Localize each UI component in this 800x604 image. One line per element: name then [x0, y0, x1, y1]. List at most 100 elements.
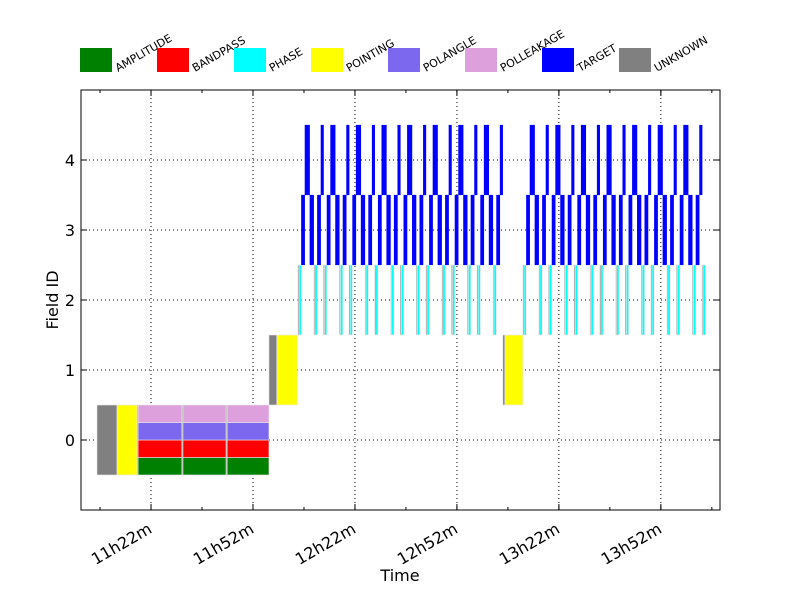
y-axis-label: Field ID — [43, 270, 62, 329]
scan-bar-pointing — [504, 334, 524, 406]
scan-bar-polangle — [226, 422, 270, 441]
scan-bar-target — [679, 194, 684, 266]
scan-bar-target — [662, 194, 667, 266]
scan-bar-target — [330, 124, 336, 196]
scan-bar-pointing — [276, 334, 298, 406]
scan-bar-phase — [539, 264, 543, 336]
scan-bar-target — [352, 194, 357, 266]
scan-bar-target — [488, 194, 494, 266]
scan-bar-phase — [600, 264, 604, 336]
scan-bar-target — [593, 194, 598, 266]
x-tick-label: 12h52m — [394, 519, 461, 569]
scan-bar-target — [432, 124, 438, 196]
scan-bar-target — [377, 194, 382, 266]
scan-bar-phase — [452, 264, 456, 336]
scan-bar-phase — [375, 264, 379, 336]
scan-bar-target — [551, 194, 556, 266]
scan-bar-target — [480, 194, 485, 266]
scan-bar-unknown — [268, 334, 278, 406]
scan-bar-target — [622, 124, 626, 196]
x-tick-label: 11h22m — [88, 519, 155, 569]
scan-bar-phase — [549, 264, 553, 336]
legend-label-unknown: UNKNOWN — [652, 34, 710, 75]
scan-bar-target — [403, 194, 408, 266]
scan-bar-phase — [523, 264, 527, 336]
scan-bar-target — [529, 124, 535, 196]
scan-bar-target — [585, 194, 591, 266]
scan-bar-target — [673, 124, 677, 196]
x-tick-label: 13h22m — [496, 519, 563, 569]
x-tick-label: 12h22m — [292, 519, 359, 569]
scan-bar-polangle — [137, 422, 183, 441]
scan-bar-target — [301, 194, 305, 266]
scan-bar-target — [560, 194, 565, 266]
scan-bar-target — [397, 124, 401, 196]
scan-bar-amplitude — [226, 457, 270, 476]
scan-bar-target — [419, 194, 424, 266]
scan-bar-phase — [493, 264, 497, 336]
scan-bar-phase — [468, 264, 472, 336]
scan-bar-amplitude — [182, 457, 227, 476]
scan-bar-phase — [702, 264, 706, 336]
scan-bar-phase — [416, 264, 420, 336]
scan-bar-phase — [477, 264, 481, 336]
scan-bar-target — [637, 194, 642, 266]
y-tick-label: 0 — [65, 431, 75, 450]
scan-bar-phase — [693, 264, 697, 336]
scan-bar-target — [648, 124, 652, 196]
scan-bar-target — [304, 124, 310, 196]
scan-bar-target — [545, 124, 549, 196]
x-axis-label: Time — [379, 566, 419, 585]
scan-bar-unknown — [502, 334, 506, 406]
scan-bar-phase — [677, 264, 681, 336]
scan-bar-amplitude — [137, 457, 183, 476]
scan-bar-polleakage — [137, 404, 183, 423]
scan-bar-target — [571, 124, 575, 196]
legend-swatch-polleakage — [465, 48, 497, 72]
scan-bar-bandpass — [137, 439, 183, 458]
legend-swatch-target — [542, 48, 574, 72]
scan-bar-target — [699, 124, 703, 196]
scan-bar-target — [381, 124, 387, 196]
scan-bar-phase — [298, 264, 302, 336]
scan-bar-target — [628, 194, 633, 266]
scan-bar-target — [386, 194, 391, 266]
legend-swatch-bandpass — [157, 48, 189, 72]
scan-bar-target — [309, 194, 314, 266]
scan-bar-bandpass — [182, 439, 227, 458]
scan-bar-target — [470, 194, 475, 266]
scan-bar-phase — [641, 264, 645, 336]
scan-bar-phase — [324, 264, 328, 336]
scan-bar-target — [602, 194, 607, 266]
scan-bar-target — [326, 194, 331, 266]
scan-bar-target — [499, 124, 503, 196]
scan-bar-target — [555, 124, 561, 196]
scan-bar-bandpass — [226, 439, 270, 458]
scan-bar-target — [448, 124, 452, 196]
scan-bar-target — [360, 194, 366, 266]
scan-bar-phase — [365, 264, 369, 336]
scan-bar-target — [423, 124, 427, 196]
scan-bar-polleakage — [182, 404, 227, 423]
scan-bar-target — [458, 124, 464, 196]
scan-bar-target — [606, 124, 612, 196]
scan-bar-target — [688, 194, 693, 266]
scan-bar-target — [342, 194, 347, 266]
scan-bar-phase — [616, 264, 620, 336]
scan-bar-target — [654, 194, 658, 266]
scan-bar-phase — [590, 264, 594, 336]
scan-bar-target — [368, 194, 373, 266]
scan-bar-target — [437, 194, 442, 266]
legend-swatch-pointing — [311, 48, 343, 72]
legend-label-target: TARGET — [574, 42, 619, 76]
y-tick-label: 1 — [65, 361, 75, 380]
legend: AMPLITUDE BANDPASS PHASE POINTING POLANGLE PO… — [80, 27, 710, 75]
scan-bar-target — [632, 124, 638, 196]
scan-bar-target — [542, 194, 546, 266]
scan-marks — [96, 124, 706, 476]
scan-bar-phase — [349, 264, 353, 336]
scan-bar-target — [618, 194, 623, 266]
scan-bar-polangle — [182, 422, 227, 441]
scan-bar-target — [577, 194, 582, 266]
